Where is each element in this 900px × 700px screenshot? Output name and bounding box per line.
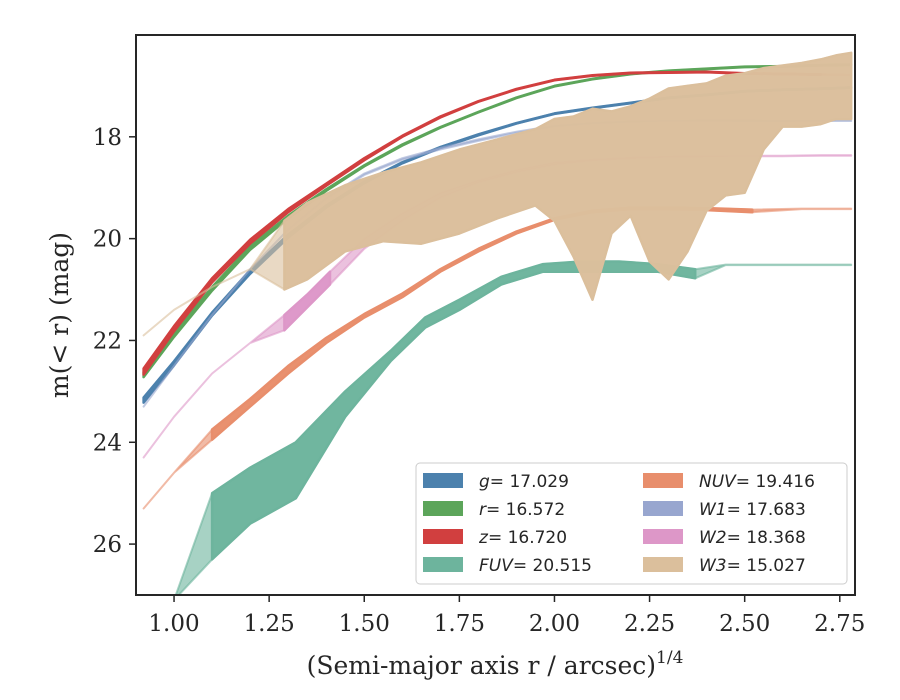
x-axis: 1.00 1.25 1.50 1.75 2.00 2.25 2.50 2.75: [148, 595, 865, 637]
legend-entry-value: = 15.027: [727, 556, 806, 576]
series-fuv-band: [210, 260, 697, 561]
legend-entry-label: W2= 18.368: [699, 528, 806, 548]
legend-entry-variable: W1: [699, 500, 727, 520]
x-tick-label: 2.75: [814, 611, 865, 637]
legend-entry-variable: r: [479, 500, 487, 520]
x-tick-label: 1.75: [434, 611, 485, 637]
legend-swatch: [643, 473, 683, 488]
legend-entry-label: r= 16.572: [479, 500, 565, 520]
y-tick-label: 22: [93, 328, 122, 354]
y-axis: 18 20 22 24 26: [93, 125, 136, 558]
legend-entry-label: W3= 15.027: [699, 556, 806, 576]
x-tick-label: 2.00: [529, 611, 580, 637]
series-w1-extrapolated: [142, 119, 853, 408]
legend-entry-label: g= 17.029: [479, 472, 569, 492]
legend-box: [415, 462, 848, 585]
legend-entry-value: = 19.416: [736, 472, 815, 492]
x-axis-title: (Semi-major axis r / arcsec)1/4: [307, 648, 684, 680]
legend-entry-value: = 20.515: [513, 556, 592, 576]
legend-swatch: [423, 501, 463, 516]
legend-entry-value: = 16.572: [486, 500, 565, 520]
y-tick-label: 20: [93, 227, 122, 253]
y-tick-label: 24: [93, 430, 122, 456]
legend-entry-value: = 18.368: [727, 528, 806, 548]
legend-swatch: [643, 501, 683, 516]
legend-entry-label: FUV= 20.515: [479, 556, 592, 576]
y-tick-label: 26: [93, 532, 122, 558]
series-layer: [142, 51, 853, 595]
legend-swatch: [423, 473, 463, 488]
x-tick-label: 1.00: [148, 611, 199, 637]
legend-entry-value: = 17.683: [727, 500, 806, 520]
legend-entry-variable: z: [478, 528, 489, 548]
y-tick-label: 18: [93, 125, 122, 151]
legend-entry-variable: W2: [699, 528, 727, 548]
x-tick-label: 1.50: [339, 611, 390, 637]
plot-frame: [135, 34, 856, 596]
legend-swatch: [423, 529, 463, 544]
legend-entry-label: z= 16.720: [478, 528, 567, 548]
legend-entry-value: = 16.720: [488, 528, 567, 548]
legend-entry-variable: W3: [699, 556, 727, 576]
legend-swatch: [643, 529, 683, 544]
legend-entry-value: = 17.029: [490, 472, 569, 492]
legend-swatch: [643, 557, 683, 572]
series-nuv-band: [210, 206, 754, 441]
series-w3-band: [283, 51, 853, 301]
legend-entry-label: NUV= 19.416: [699, 472, 815, 492]
series-w2-band: [283, 270, 332, 332]
y-axis-title: m(< r) (mag): [45, 232, 74, 398]
legend-swatch: [423, 557, 463, 572]
legend-entry-label: W1= 17.683: [699, 500, 806, 520]
x-tick-label: 1.25: [244, 611, 295, 637]
legend-entry-variable: g: [479, 472, 490, 492]
x-tick-label: 2.25: [624, 611, 675, 637]
legend-entry-variable: NUV: [699, 472, 737, 492]
x-tick-label: 2.50: [719, 611, 770, 637]
legend-entry-variable: FUV: [479, 556, 514, 576]
